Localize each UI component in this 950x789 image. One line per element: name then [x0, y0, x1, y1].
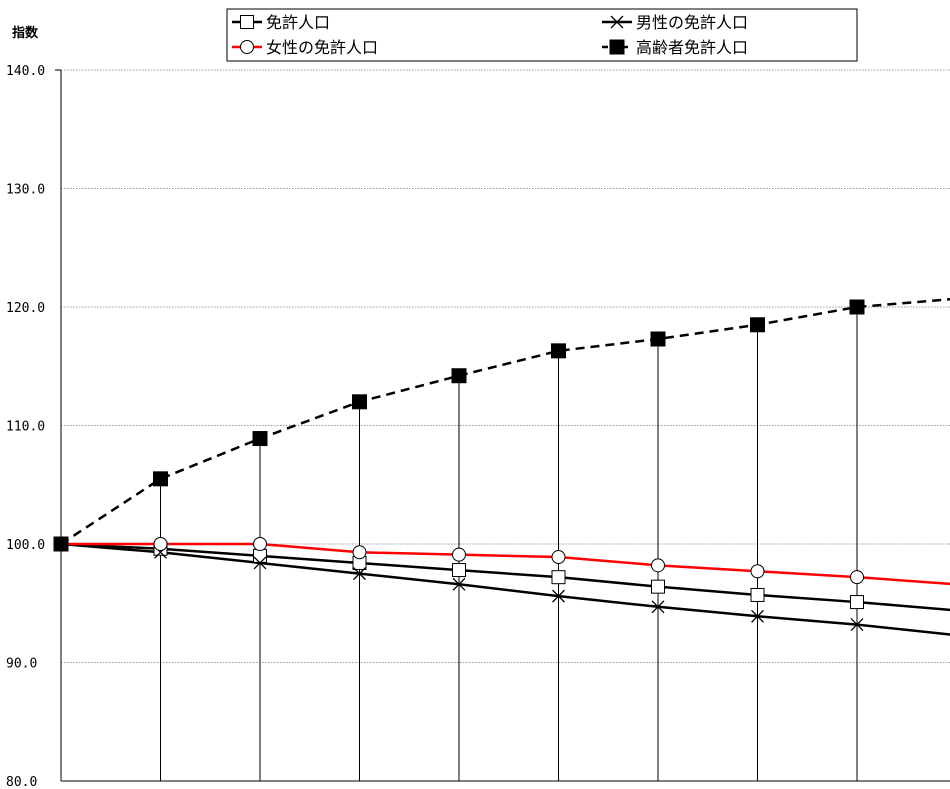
data-point	[154, 538, 167, 551]
y-tick-label: 140.0	[6, 64, 45, 79]
y-tick-label: 110.0	[6, 420, 45, 435]
data-point	[751, 565, 764, 578]
data-point	[241, 16, 254, 29]
data-point	[452, 369, 466, 383]
series-layer	[61, 299, 950, 636]
series-line	[61, 544, 950, 610]
data-point	[552, 571, 565, 584]
data-point	[851, 596, 864, 609]
legend-label: 免許人口	[266, 13, 330, 32]
data-point	[241, 41, 254, 54]
data-point	[253, 432, 267, 446]
data-point	[552, 344, 566, 358]
data-point	[54, 537, 68, 551]
y-tick-label: 100.0	[6, 538, 45, 553]
data-point	[453, 548, 466, 561]
data-point	[552, 551, 565, 564]
y-axis-title: 指数	[12, 25, 39, 41]
y-tick-label: 120.0	[6, 301, 45, 316]
data-point	[254, 549, 267, 562]
series-line	[61, 299, 950, 544]
drop-lines	[161, 299, 950, 781]
y-tick-label: 90.0	[6, 657, 37, 672]
data-point	[353, 395, 367, 409]
y-tick-label: 80.0	[6, 775, 37, 789]
data-point	[610, 40, 624, 54]
data-point	[751, 318, 765, 332]
series-line	[61, 544, 950, 635]
legend-label: 高齢者免許人口	[636, 38, 748, 57]
data-point	[850, 300, 864, 314]
legend-label: 男性の免許人口	[636, 13, 748, 32]
data-point	[154, 472, 168, 486]
legend-label: 女性の免許人口	[266, 38, 378, 57]
axes: 140.0 130.0 120.0 110.0 100.0 90.0 80.0	[6, 64, 950, 789]
data-point	[652, 580, 665, 593]
data-point	[751, 588, 764, 601]
data-point	[652, 559, 665, 572]
y-tick-label: 130.0	[6, 183, 45, 198]
data-point	[254, 538, 267, 551]
data-point	[651, 332, 665, 346]
data-point	[851, 571, 864, 584]
data-point	[453, 564, 466, 577]
data-point	[353, 546, 366, 559]
